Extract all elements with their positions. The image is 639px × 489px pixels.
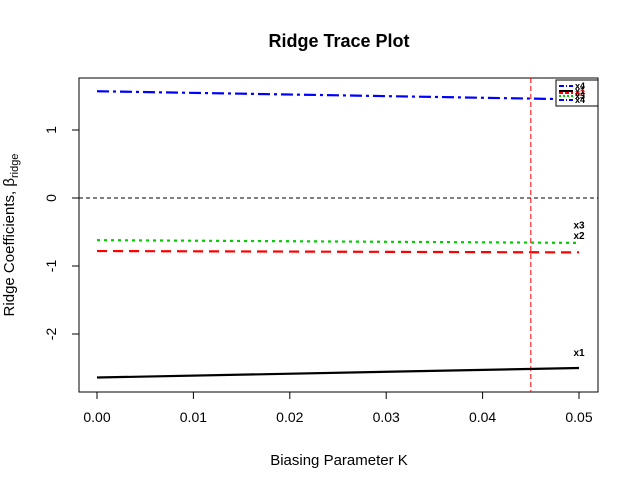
x-tick-label: 0.00 [83, 409, 110, 425]
legend-label-x2: x2 [575, 88, 585, 98]
legend-label-x4: x4 [575, 95, 585, 105]
x-tick-label: 0.04 [469, 409, 496, 425]
plot-area: 0.000.010.020.030.040.05-2-101x1x2x3x4x4… [43, 77, 599, 425]
x-tick-label: 0.02 [276, 409, 303, 425]
y-tick-label: -1 [43, 260, 59, 273]
series-line-x2 [96, 249, 580, 254]
svg-text:Ridge Coefficients, βridge: Ridge Coefficients, βridge [1, 154, 21, 317]
legend-label-x3: x3 [575, 91, 585, 101]
plot-frame [78, 77, 599, 393]
end-label-x2: x2 [573, 231, 585, 242]
x-tick-label: 0.05 [565, 409, 592, 425]
legend-label-x4: x4 [575, 81, 585, 91]
x-axis-label: Biasing Parameter K [270, 452, 408, 469]
legend-label-x1: x1 [575, 86, 585, 96]
y-axis-label: Ridge Coefficients, β [1, 178, 18, 317]
series-line-x1 [96, 366, 580, 379]
y-tick-label: 1 [43, 126, 59, 134]
x-tick-label: 0.01 [180, 409, 207, 425]
end-label-x3: x3 [573, 221, 585, 232]
series-line-x4 [96, 90, 580, 101]
x-tick-label: 0.03 [373, 409, 400, 425]
y-tick-label: -2 [43, 328, 59, 341]
y-tick-label: 0 [43, 194, 59, 202]
y-axis-label-subscript: ridge [9, 154, 21, 178]
series-line-x3 [96, 239, 580, 244]
end-label-x1: x1 [573, 348, 585, 359]
chart-title: Ridge Trace Plot [268, 31, 409, 51]
y-axis-label-group: Ridge Coefficients, βridge [1, 154, 21, 317]
